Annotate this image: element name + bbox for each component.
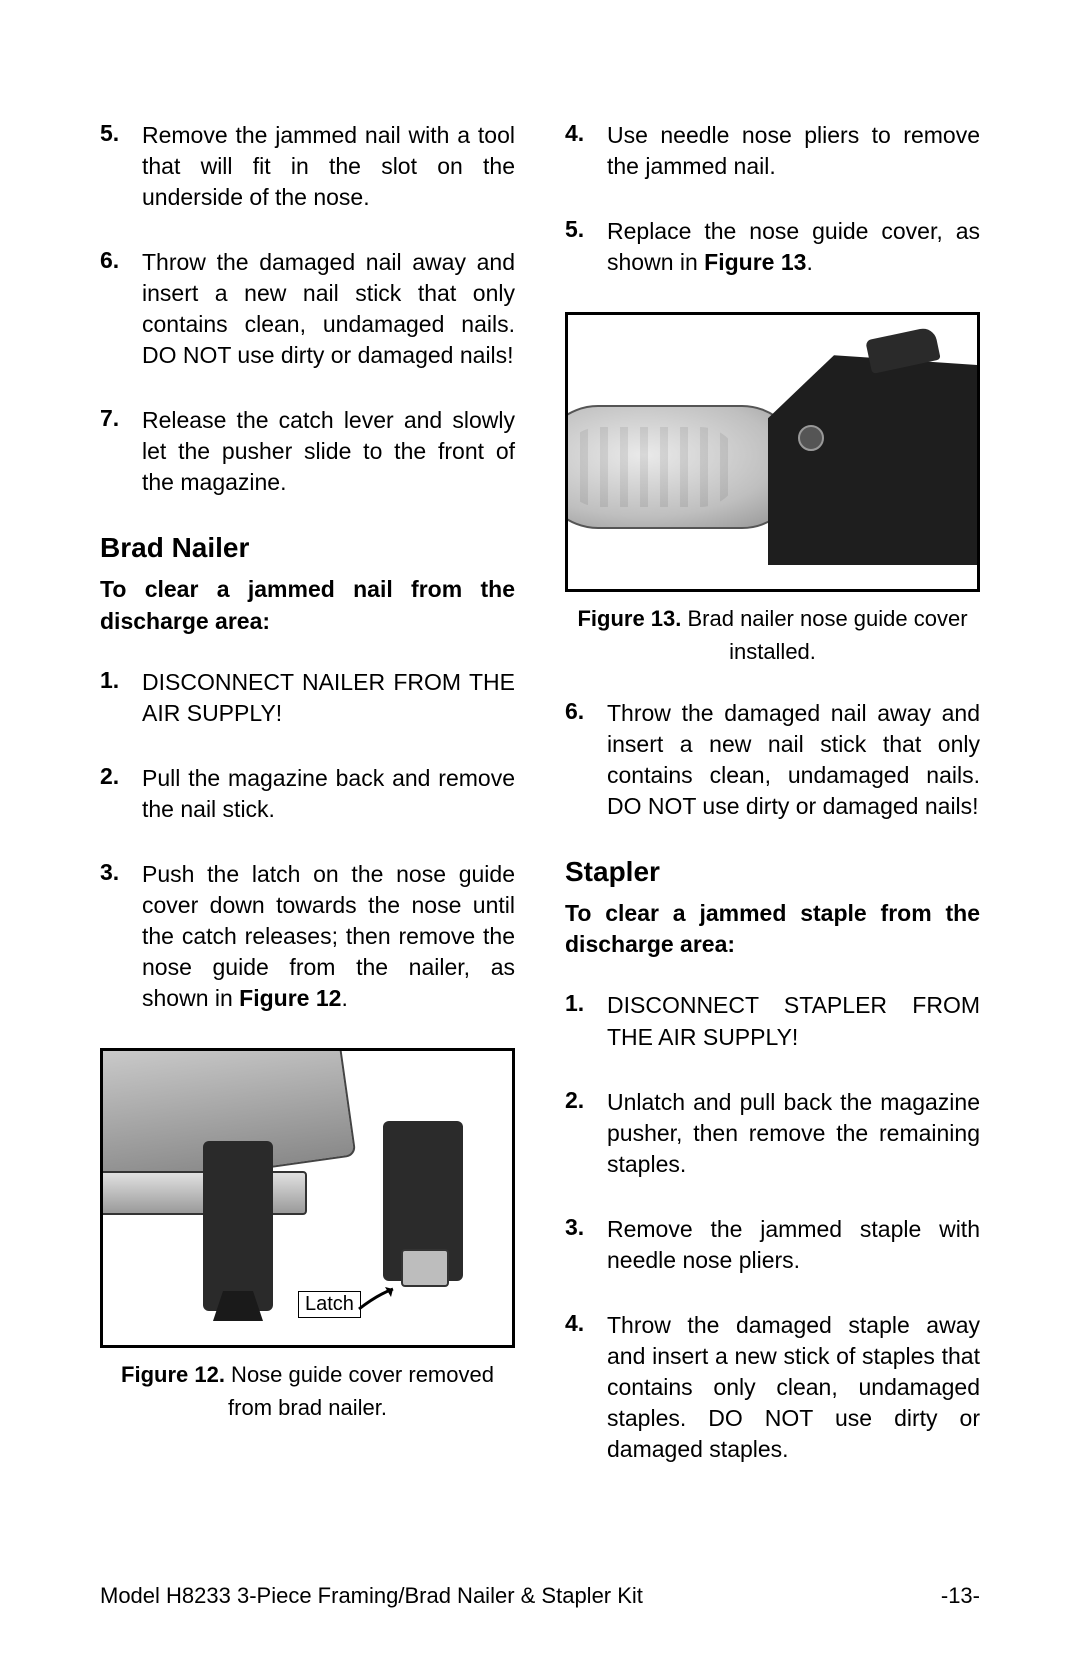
figure-caption-bold: Figure 13. <box>577 606 681 631</box>
list-item: 2. Pull the magazine back and remove the… <box>100 763 515 825</box>
item-text: Use needle nose pliers to remove the jam… <box>607 120 980 182</box>
item-text: DISCONNECT NAILER FROM THE AIR SUPPLY! <box>142 667 515 729</box>
list-item: 6. Throw the damaged nail away and inser… <box>100 247 515 371</box>
item-text: Remove the jammed staple with needle nos… <box>607 1214 980 1276</box>
item-number: 4. <box>565 1310 607 1465</box>
item-text: Remove the jammed nail with a tool that … <box>142 120 515 213</box>
figure-13-caption: Figure 13. Brad nailer nose guide cover … <box>565 602 980 668</box>
bolt-icon <box>798 425 824 451</box>
figure-caption-text: Nose guide cover removed from brad naile… <box>225 1362 494 1420</box>
latch-callout-label: Latch <box>298 1291 361 1318</box>
item-text: Release the catch lever and slowly let t… <box>142 405 515 498</box>
arrow-icon <box>357 1283 407 1313</box>
list-item: 5. Remove the jammed nail with a tool th… <box>100 120 515 213</box>
right-column: 4. Use needle nose pliers to remove the … <box>565 120 980 1499</box>
item-text: Throw the damaged nail away and insert a… <box>607 698 980 822</box>
footer-page-number: -13- <box>941 1583 980 1609</box>
figure-caption-text: Brad nailer nose guide cover installed. <box>681 606 967 664</box>
item-number: 2. <box>565 1087 607 1180</box>
section-lead: To clear a jammed staple from the discha… <box>565 898 980 960</box>
section-lead: To clear a jammed nail from the discharg… <box>100 574 515 636</box>
item-text: Pull the magazine back and remove the na… <box>142 763 515 825</box>
item-text-part: . <box>341 985 347 1011</box>
grip-icon <box>565 405 802 529</box>
footer-model: Model H8233 3-Piece Framing/Brad Nailer … <box>100 1583 643 1609</box>
item-number: 7. <box>100 405 142 498</box>
nailer-head-icon <box>768 355 980 565</box>
page-footer: Model H8233 3-Piece Framing/Brad Nailer … <box>100 1583 980 1609</box>
figure-13-image <box>565 312 980 592</box>
list-item: 1. DISCONNECT NAILER FROM THE AIR SUPPLY… <box>100 667 515 729</box>
item-number: 3. <box>100 859 142 1014</box>
list-item: 4. Throw the damaged staple away and ins… <box>565 1310 980 1465</box>
item-number: 6. <box>565 698 607 822</box>
list-item: 5. Replace the nose guide cover, as show… <box>565 216 980 278</box>
item-number: 3. <box>565 1214 607 1276</box>
item-number: 6. <box>100 247 142 371</box>
list-item: 3. Push the latch on the nose guide cove… <box>100 859 515 1014</box>
nose-guide-removed-icon <box>383 1121 463 1281</box>
item-number: 1. <box>100 667 142 729</box>
figure-caption-bold: Figure 12. <box>121 1362 225 1387</box>
left-column: 5. Remove the jammed nail with a tool th… <box>100 120 515 1499</box>
nose-guide-attached-icon <box>203 1141 273 1311</box>
item-text: Push the latch on the nose guide cover d… <box>142 859 515 1014</box>
list-item: 1. DISCONNECT STAPLER FROM THE AIR SUPPL… <box>565 990 980 1052</box>
latch-tab-icon <box>401 1249 449 1287</box>
item-number: 1. <box>565 990 607 1052</box>
item-number: 5. <box>565 216 607 278</box>
list-item: 7. Release the catch lever and slowly le… <box>100 405 515 498</box>
list-item: 3. Remove the jammed staple with needle … <box>565 1214 980 1276</box>
figure-ref: Figure 12 <box>239 985 341 1011</box>
item-text: Unlatch and pull back the magazine pushe… <box>607 1087 980 1180</box>
item-text: Throw the damaged staple away and insert… <box>607 1310 980 1465</box>
two-column-layout: 5. Remove the jammed nail with a tool th… <box>100 120 980 1499</box>
list-item: 6. Throw the damaged nail away and inser… <box>565 698 980 822</box>
figure-ref: Figure 13 <box>704 249 806 275</box>
item-number: 5. <box>100 120 142 213</box>
list-item: 2. Unlatch and pull back the magazine pu… <box>565 1087 980 1180</box>
list-item: 4. Use needle nose pliers to remove the … <box>565 120 980 182</box>
item-text: Throw the damaged nail away and insert a… <box>142 247 515 371</box>
item-number: 4. <box>565 120 607 182</box>
figure-12-caption: Figure 12. Nose guide cover removed from… <box>100 1358 515 1424</box>
figure-12-image: Latch <box>100 1048 515 1348</box>
item-number: 2. <box>100 763 142 825</box>
manual-page: 5. Remove the jammed nail with a tool th… <box>0 0 1080 1669</box>
section-heading-brad-nailer: Brad Nailer <box>100 532 515 564</box>
item-text-part: . <box>806 249 812 275</box>
section-heading-stapler: Stapler <box>565 856 980 888</box>
item-text: Replace the nose guide cover, as shown i… <box>607 216 980 278</box>
item-text: DISCONNECT STAPLER FROM THE AIR SUPPLY! <box>607 990 980 1052</box>
